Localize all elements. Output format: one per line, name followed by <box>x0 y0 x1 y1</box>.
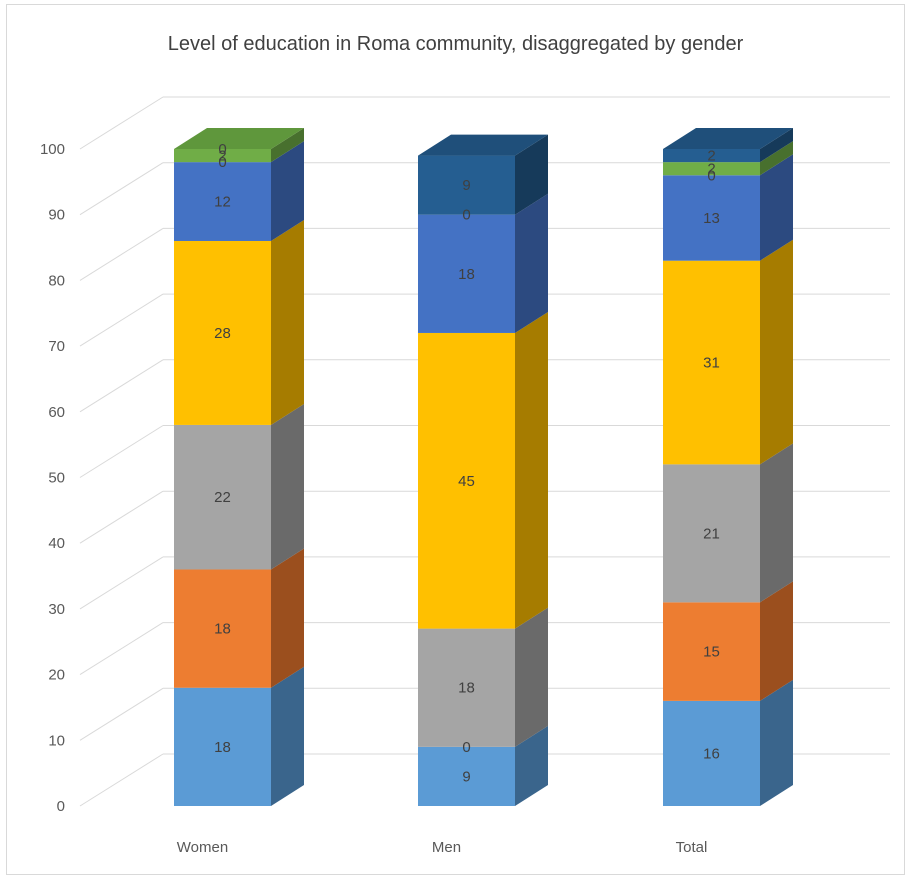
y-tick-label: 100 <box>40 141 65 158</box>
gridline-depth <box>79 96 164 150</box>
data-label: 2 <box>707 161 715 178</box>
bar-top-face <box>174 128 304 149</box>
bar-top-face <box>663 128 793 149</box>
y-tick-label: 0 <box>57 798 65 815</box>
bar-segment <box>418 155 515 215</box>
bar-segment <box>663 464 760 603</box>
y-axis-ticks: 0 10 20 30 40 50 60 70 80 90 100 <box>40 141 65 815</box>
bar-segment-side <box>760 443 793 603</box>
data-label: 0 <box>462 739 470 756</box>
bar-segment <box>663 162 760 176</box>
data-label: 12 <box>214 194 231 211</box>
bar-segment <box>418 332 515 629</box>
y-tick-label: 60 <box>48 404 65 421</box>
bar-segment-side <box>760 128 793 163</box>
y-tick-label: 70 <box>48 338 65 355</box>
data-label: 18 <box>214 739 231 756</box>
bar-segment-side <box>760 581 793 701</box>
data-label: 9 <box>462 177 470 194</box>
bar-segment <box>663 175 760 261</box>
bar-stack-women: 18 18 22 28 12 020 <box>174 128 304 806</box>
data-label: 18 <box>458 266 475 283</box>
bar-segment-side <box>515 607 548 747</box>
gridline-depth <box>79 490 164 544</box>
data-label: 28 <box>214 325 231 342</box>
y-tick-label: 40 <box>48 535 65 552</box>
y-tick-label: 30 <box>48 601 65 618</box>
gridline-depth <box>79 687 164 741</box>
bar-segment-side <box>515 134 548 215</box>
x-tick-label: Women <box>177 839 228 856</box>
gridline-depth <box>79 425 164 478</box>
data-label: 9 <box>462 768 470 785</box>
bar-segment <box>174 569 271 688</box>
data-label: 15 <box>703 644 720 661</box>
bar-segment <box>174 687 271 806</box>
bar-segment-side <box>760 141 793 176</box>
bar-segment <box>663 149 760 163</box>
bar-segment <box>418 628 515 747</box>
data-label: 21 <box>703 525 720 542</box>
data-label: 16 <box>703 745 720 762</box>
data-label: 0 <box>462 207 470 224</box>
y-tick-label: 50 <box>48 470 65 487</box>
gridline-depth <box>79 162 164 216</box>
data-label: 0 <box>218 141 226 158</box>
y-tick-label: 10 <box>48 732 65 749</box>
gridline-depth <box>79 293 164 347</box>
x-tick-label: Total <box>676 839 708 856</box>
bar-segment-side <box>271 128 304 163</box>
data-label: 18 <box>458 680 475 697</box>
bar-segment-side <box>271 219 304 425</box>
bar-segment <box>663 700 760 806</box>
data-label: 45 <box>458 473 475 490</box>
data-label: 31 <box>703 355 720 372</box>
bar-segment <box>663 260 760 465</box>
data-label: 0 <box>218 154 226 171</box>
bar-segment-side <box>271 548 304 688</box>
bar-segment <box>418 214 515 333</box>
bar-stack-men: 9 0 18 45 18 0 9 <box>418 134 548 806</box>
gridline-depth <box>79 753 164 807</box>
data-label: 2 <box>707 148 715 165</box>
bar-segment-side <box>760 239 793 465</box>
bar-segment-side <box>271 666 304 806</box>
y-tick-label: 20 <box>48 667 65 684</box>
y-tick-label: 80 <box>48 272 65 289</box>
bar-segment-side <box>515 193 548 333</box>
bar-segment-side <box>515 311 548 629</box>
bar-segment-side <box>760 679 793 806</box>
chart-title: Level of education in Roma community, di… <box>167 33 744 55</box>
bar-segment <box>174 240 271 425</box>
data-label: 18 <box>214 621 231 638</box>
stacked-3d-bar-chart: 0102030405060708090100181822281202090184… <box>40 96 890 856</box>
bar-segment <box>663 602 760 701</box>
bar-segment-side <box>760 154 793 261</box>
bar-segment-side <box>515 725 548 806</box>
bar-segment <box>174 149 271 163</box>
data-label: 0 <box>707 167 715 184</box>
data-label: 22 <box>214 489 231 506</box>
bar-segment-side <box>271 403 304 570</box>
gridline-depth <box>79 622 164 676</box>
bar-segment-side <box>271 141 304 241</box>
bar-segment <box>174 424 271 570</box>
bar-segment <box>174 162 271 241</box>
data-label: 13 <box>703 210 720 227</box>
chart-area: Level of education in Roma community, di… <box>6 4 905 875</box>
data-label: 2 <box>218 148 226 165</box>
x-tick-label: Men <box>432 839 461 856</box>
bar-top-face <box>418 134 548 156</box>
bar-segment <box>418 746 515 806</box>
gridline-depth <box>79 359 164 413</box>
y-tick-label: 90 <box>48 207 65 224</box>
gridline-depth <box>79 556 164 610</box>
gridline-depth <box>79 227 164 281</box>
